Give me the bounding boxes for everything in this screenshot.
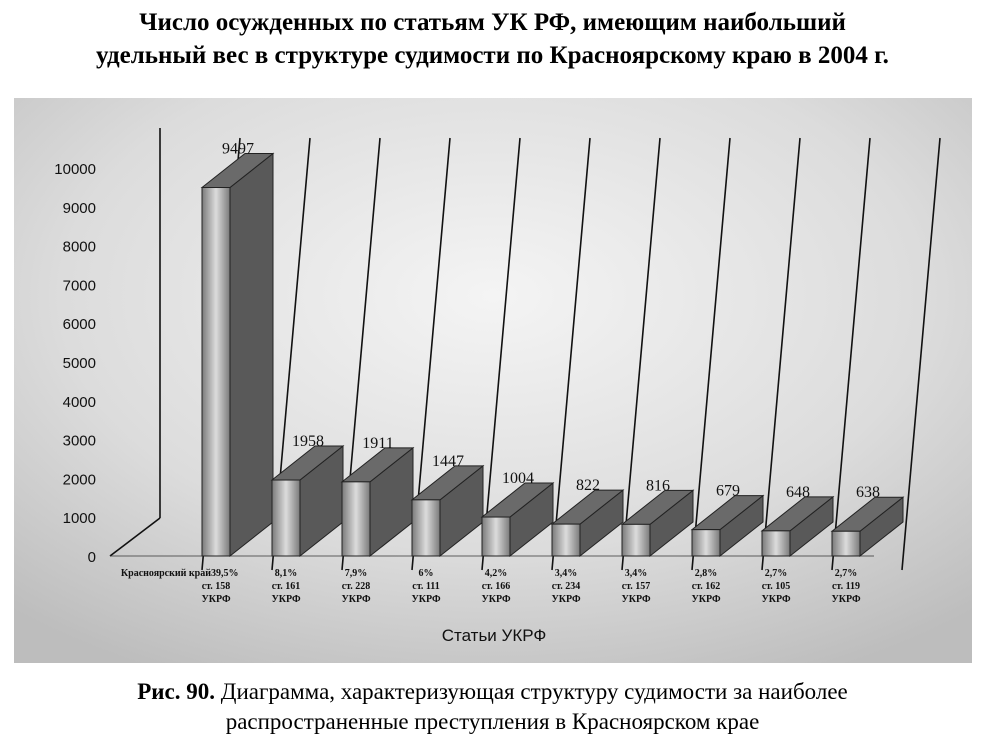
chart-title-line-1: Число осужденных по статьям УК РФ, имеющ… (139, 9, 846, 36)
bar-front (411, 499, 441, 557)
chart-title: Число осужденных по статьям УК РФ, имеющ… (0, 6, 985, 72)
data-label: 1911 (362, 435, 393, 452)
bar (830, 496, 905, 558)
y-tick-label: 10000 (54, 161, 96, 178)
chart-title-line-2: удельный вес в структуре судимости по Кр… (96, 42, 889, 69)
y-tick-label: 9000 (63, 200, 96, 217)
x-tick-label: 3,4% ст. 234 УКРФ (551, 568, 581, 605)
bar-front (341, 481, 371, 557)
grid-line (691, 137, 731, 571)
y-tick-label: 0 (88, 549, 96, 566)
bar (270, 444, 345, 558)
chart-background (14, 98, 972, 663)
y-tick-label: 1000 (63, 510, 96, 527)
x-tick-label: 2,7% ст. 105 УКРФ (761, 568, 791, 605)
grid-line (831, 137, 871, 571)
bar (410, 464, 485, 558)
chart-area: 0 1000 2000 3000 4000 5000 6000 7000 8000 9000 100… (14, 98, 972, 663)
data-label: 679 (716, 483, 740, 500)
x-tick-label: Красноярский край39,5% ст. 158 УКРФ (121, 568, 239, 605)
data-label: 648 (786, 484, 810, 501)
y-tick-label: 2000 (63, 471, 96, 488)
bar-side (229, 152, 274, 558)
bar (200, 152, 275, 558)
bar (620, 489, 695, 558)
caption-line-1: Диаграмма, характеризующая структуру суд… (215, 679, 848, 704)
x-tick-label: 2,7% ст. 119 УКРФ (831, 568, 861, 605)
x-tick-label: 3,4% ст. 157 УКРФ (621, 568, 651, 605)
x-tick-label: 8,1% ст. 161 УКРФ (271, 568, 301, 605)
bar-chart: 0 1000 2000 3000 4000 5000 6000 7000 8000 9000 100… (14, 98, 972, 663)
x-tick-label: 2,8% ст. 162 УКРФ (691, 568, 721, 605)
grid-line (481, 137, 521, 571)
bar-front (271, 479, 301, 557)
bar-front (551, 523, 581, 557)
data-label: 1447 (432, 453, 464, 470)
bar-front (201, 187, 231, 557)
data-label: 822 (576, 477, 600, 494)
grid-line (901, 137, 941, 571)
caption-label: Рис. 90. (137, 679, 216, 704)
y-tick-label: 3000 (63, 433, 96, 450)
caption-line-2: распространенные преступления в Краснояр… (225, 709, 760, 734)
x-axis-title: Статьи УКРФ (442, 626, 547, 645)
bar (550, 489, 625, 558)
bar-front (481, 516, 511, 557)
y-tick-label: 8000 (63, 239, 96, 256)
data-label: 1004 (502, 470, 534, 487)
bar-front (831, 530, 861, 557)
grid-line (621, 137, 661, 571)
bar-front (621, 523, 651, 557)
bar-front (691, 529, 721, 557)
y-tick-label: 4000 (63, 394, 96, 411)
y-tick-label: 7000 (63, 277, 96, 294)
bar-front (761, 530, 791, 557)
bar (760, 495, 835, 558)
y-tick-label: 5000 (63, 355, 96, 372)
data-label: 1958 (292, 433, 324, 450)
data-label: 816 (646, 477, 670, 494)
x-tick-label: 7,9% ст. 228 УКРФ (341, 568, 371, 605)
data-label: 9497 (222, 141, 254, 158)
x-tick-label: 4,2% ст. 166 УКРФ (481, 568, 511, 605)
bar (690, 494, 765, 558)
bar (340, 446, 415, 558)
grid-line (551, 137, 591, 571)
bar (480, 482, 555, 558)
grid-line (109, 517, 161, 557)
x-tick-label: 6% ст. 111 УКРФ (411, 568, 441, 605)
grid-line (761, 137, 801, 571)
figure-caption: Рис. 90. Диаграмма, характеризующая стру… (0, 677, 985, 737)
y-tick-label: 6000 (63, 316, 96, 333)
data-label: 638 (856, 484, 880, 501)
